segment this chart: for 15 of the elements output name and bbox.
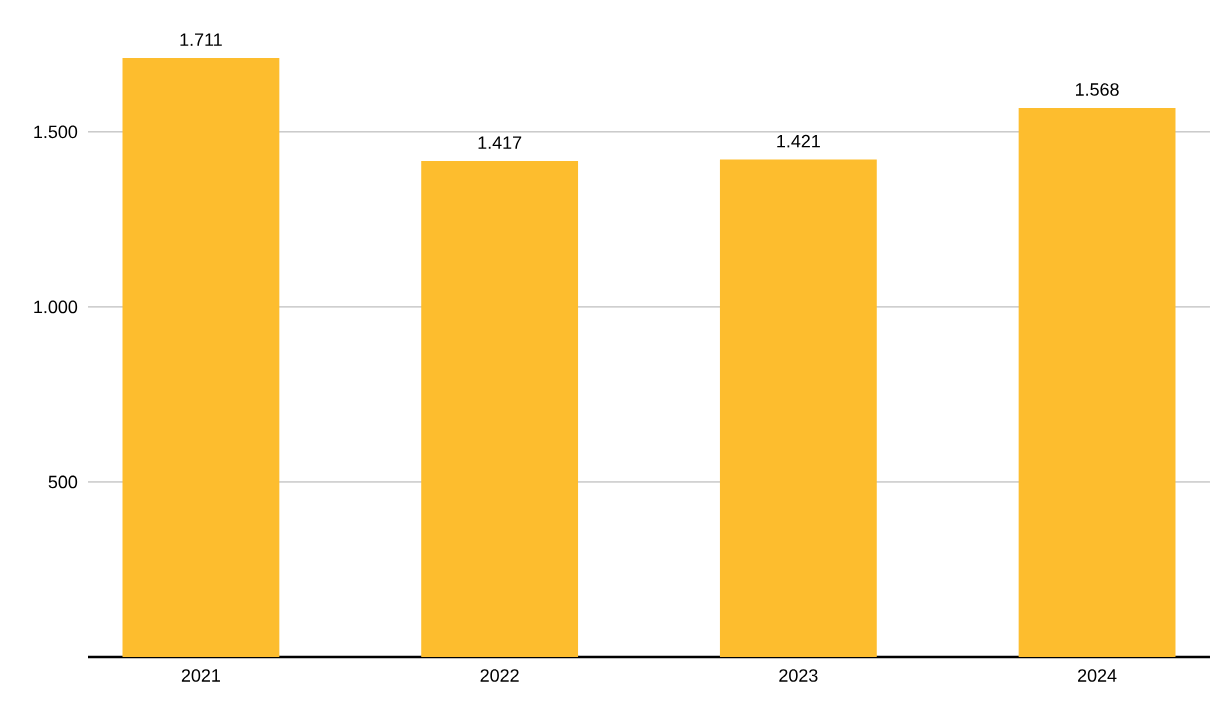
y-tick-label: 1.500	[34, 125, 78, 139]
bar	[719, 159, 877, 657]
x-tick-label: 2023	[779, 669, 818, 682]
data-label: 1.421	[777, 134, 820, 148]
x-tick-label: 2024	[1078, 669, 1117, 682]
bar	[1018, 108, 1176, 657]
bar	[122, 57, 280, 657]
x-tick-label: 2022	[480, 669, 519, 682]
x-tick-label: 2021	[181, 669, 220, 682]
data-label: 1.417	[478, 136, 522, 149]
y-tick-label: 500	[48, 475, 78, 489]
data-label: 1.568	[1075, 83, 1119, 96]
y-tick-label: 1.000	[34, 300, 78, 314]
data-label: 1.711	[180, 33, 222, 46]
bar	[421, 160, 579, 657]
